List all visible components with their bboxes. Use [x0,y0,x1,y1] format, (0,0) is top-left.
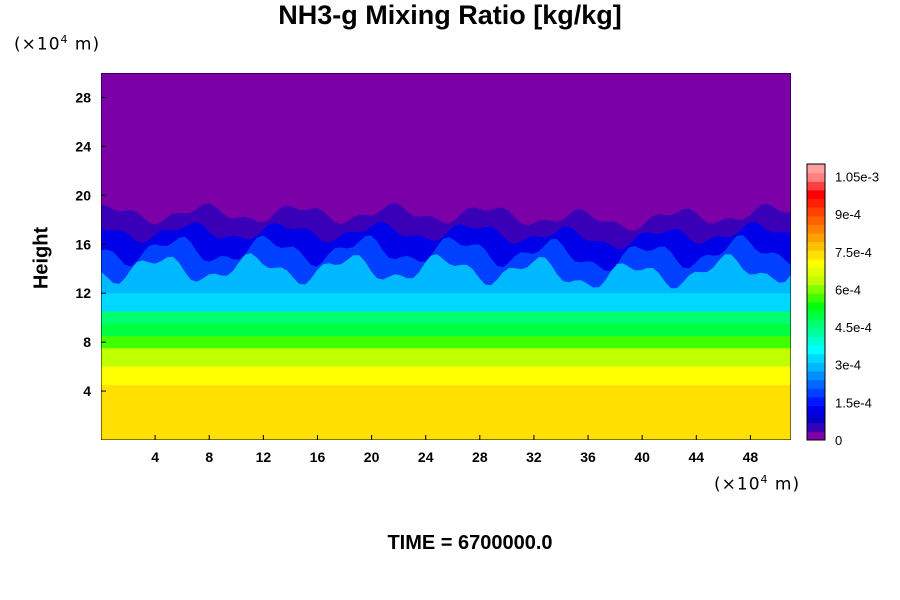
colorbar-labels: 0 1.5e-4 3e-4 4.5e-4 6e-4 7.5e-4 9e-4 1.05e-3 [835,170,879,448]
colorbar-segment [807,258,825,268]
colorbar-segment [807,233,825,243]
colorbar-tick-label: 4.5e-4 [835,320,872,335]
colorbar-segment [807,371,825,381]
x-tick-label: 40 [634,449,650,465]
x-tick-label: 20 [364,449,380,465]
colorbar-tick-label: 3e-4 [835,358,861,373]
y-tick-label: 4 [83,383,91,399]
colorbar-segment [807,327,825,337]
x-tick-label: 32 [526,449,542,465]
x-tick-label: 36 [580,449,596,465]
colorbar-segment [807,276,825,286]
x-axis-unit: (×104 m) [714,473,800,495]
colorbar-segment [807,250,825,260]
colorbar-segment [807,362,825,372]
colorbar-segment [807,422,825,432]
colorbar-segment [807,215,825,225]
colorbar-segment [807,267,825,277]
colorbar-tick-label: 9e-4 [835,207,861,222]
colorbar-segment [807,353,825,363]
colorbar-segment [807,405,825,415]
colorbar-tick-label: 6e-4 [835,282,861,297]
colorbar-segment [807,345,825,355]
colorbar-segment [807,181,825,191]
x-tick-label: 24 [418,449,434,465]
colorbar-segment [807,396,825,406]
colorbar-frame [806,163,826,441]
colorbar-segment [807,302,825,312]
colorbar-segment [807,379,825,389]
x-unit-tail: m) [768,474,801,495]
colorbar-segment [807,198,825,208]
y-axis-unit: (×104 m) [14,33,100,55]
x-tick-label: 4 [151,449,159,465]
field-band [101,384,791,440]
colorbar-tick-label: 1.5e-4 [835,395,872,410]
colorbar-segment [807,241,825,251]
y-unit-exponent: 4 [60,33,69,46]
colorbar-segment [807,431,825,441]
y-tick-label: 8 [83,334,91,350]
chart-title: NH3-g Mixing Ratio [kg/kg] [278,0,622,30]
y-unit-tail: m) [68,34,101,55]
colorbar-tick-label: 7.5e-4 [835,245,872,260]
colorbar-segment [807,224,825,234]
x-axis-ticks: 4 8 12 16 20 24 28 32 36 40 44 48 [151,435,758,465]
colorbar-segment [807,388,825,398]
y-tick-label: 16 [75,236,91,252]
colorbar-tick-label: 1.05e-3 [835,170,879,185]
y-axis-ticks: 4 8 12 16 20 24 28 [75,89,106,399]
colorbar [806,163,826,441]
time-label: TIME = 6700000.0 [387,532,553,554]
y-tick-label: 12 [75,285,91,301]
mixing-ratio-field [101,73,791,440]
x-tick-label: 16 [310,449,326,465]
colorbar-segment [807,310,825,320]
colorbar-segment [807,319,825,329]
x-unit-base: (×10 [714,474,761,495]
y-unit-base: (×10 [14,34,61,55]
y-tick-label: 28 [75,89,91,105]
colorbar-segment [807,293,825,303]
colorbar-segment [807,414,825,424]
x-tick-label: 28 [472,449,488,465]
x-tick-label: 12 [256,449,272,465]
x-tick-label: 44 [689,449,705,465]
colorbar-segment [807,189,825,199]
colorbar-segment [807,336,825,346]
colorbar-segment [807,172,825,182]
colorbar-segment [807,284,825,294]
y-tick-label: 20 [75,187,91,203]
x-unit-exponent: 4 [760,473,769,486]
y-tick-label: 24 [75,138,91,154]
colorbar-segment [807,164,825,174]
x-tick-label: 8 [205,449,213,465]
colorbar-segment [807,207,825,217]
x-tick-label: 48 [743,449,759,465]
colorbar-tick-label: 0 [835,433,842,448]
